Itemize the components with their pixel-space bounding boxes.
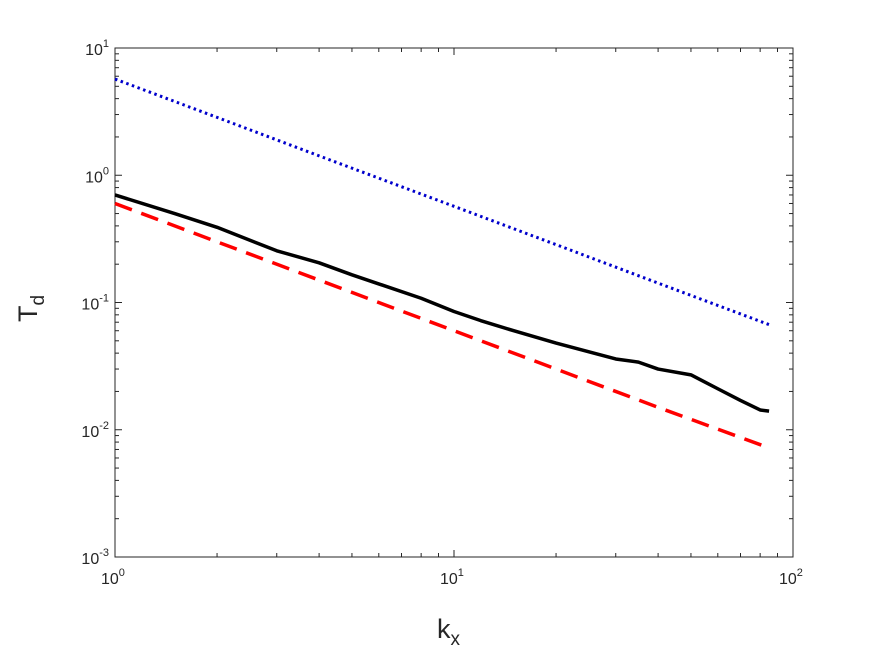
y-tick-label: 10-1 — [81, 293, 109, 314]
series-group — [114, 77, 770, 450]
plot-area — [114, 47, 794, 558]
series-line-solid — [114, 193, 770, 413]
y-axis-label: Td — [13, 295, 49, 322]
y-tick-label: 100 — [85, 165, 109, 186]
y-tick-label: 10-2 — [81, 420, 109, 441]
x-tick-label: 100 — [101, 567, 125, 588]
y-tick-label: 101 — [85, 38, 109, 59]
y-tick-label: 10-3 — [81, 547, 109, 568]
x-tick-label: 101 — [440, 567, 464, 588]
ticks: 100 101 102 10-3 10-2 10-1 100 101 — [81, 38, 803, 588]
x-axis-label: kx — [437, 614, 461, 650]
series-line-dotted — [114, 77, 770, 327]
x-tick-label: 102 — [779, 567, 803, 588]
